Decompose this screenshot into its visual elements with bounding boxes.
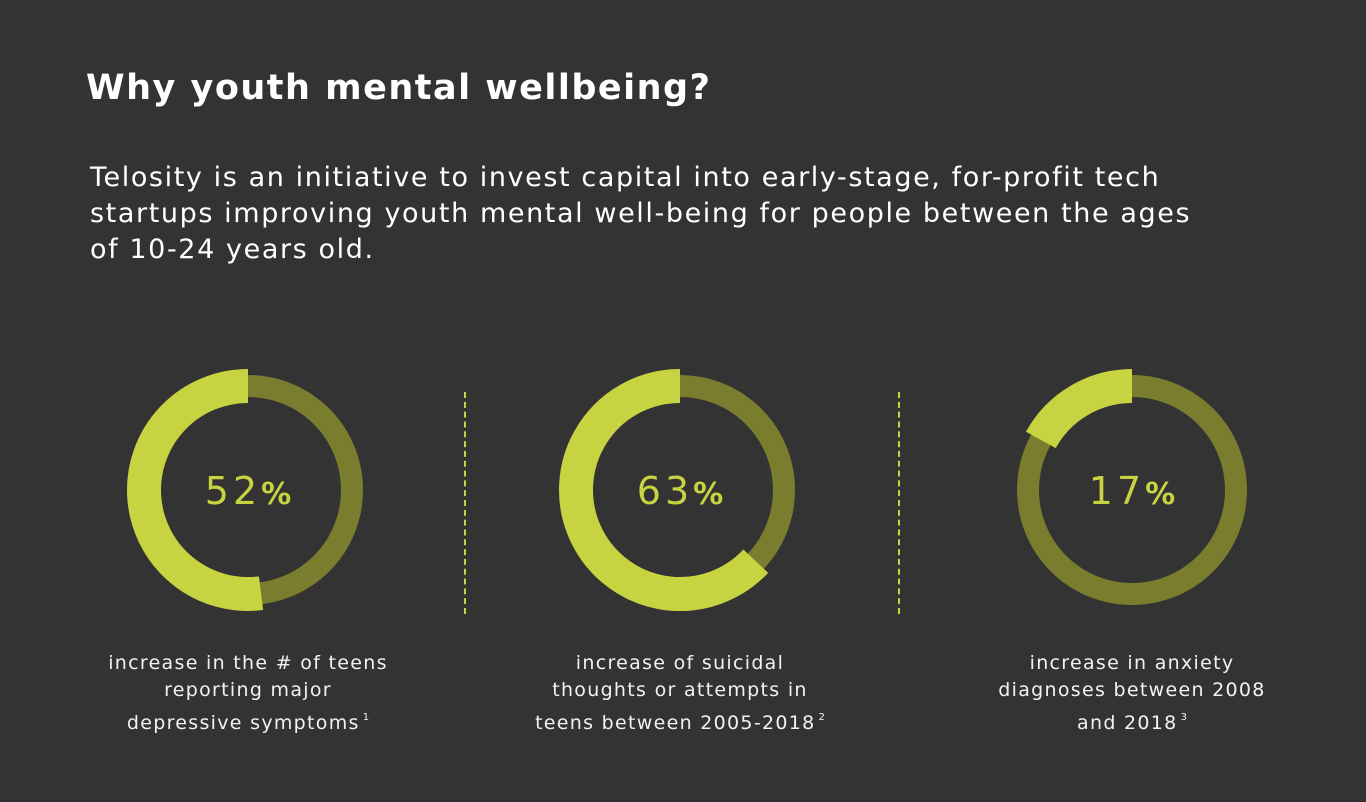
caption-line: increase in the # of teens	[108, 652, 388, 674]
caption-text: depressive symptoms	[126, 712, 360, 734]
stat-caption: increase in anxiety diagnoses between 20…	[932, 650, 1332, 737]
ring-value-label: 52%	[205, 469, 291, 513]
stat-block-suicidal-thoughts: 63% increase of suicidal thoughts or att…	[480, 369, 880, 737]
donut-chart-depressive-symptoms: 52%	[127, 369, 363, 611]
caption-line: increase of suicidal	[575, 652, 785, 674]
page-title: Why youth mental wellbeing?	[86, 68, 712, 108]
ring-value-arc	[559, 369, 769, 611]
caption-line: reporting major	[164, 679, 332, 701]
ring-value-arc	[127, 369, 264, 611]
ring-value-label: 63%	[637, 469, 723, 513]
divider-2	[898, 392, 900, 614]
caption-line: increase in anxiety	[1029, 652, 1235, 674]
stat-caption: increase of suicidal thoughts or attempt…	[480, 650, 880, 737]
caption-line: teens between 2005-2018 2	[480, 704, 880, 737]
caption-line: diagnoses between 2008	[998, 679, 1266, 701]
stat-caption: increase in the # of teens reporting maj…	[48, 650, 448, 737]
ring-value-arc	[1025, 369, 1133, 449]
footnote-marker: 1	[362, 712, 370, 723]
caption-line: and 2018 3	[932, 704, 1332, 737]
footnote-marker: 2	[818, 712, 825, 723]
divider-1	[464, 392, 466, 614]
stat-block-anxiety-diagnoses: 17% increase in anxiety diagnoses betwee…	[932, 369, 1332, 737]
caption-text: and 2018	[1077, 712, 1178, 734]
footnote-marker: 3	[1180, 712, 1187, 723]
intro-line: Telosity is an initiative to invest capi…	[90, 162, 1161, 193]
donut-chart-suicidal-thoughts: 63%	[559, 369, 795, 611]
caption-line: thoughts or attempts in	[552, 679, 808, 701]
intro-line: of 10-24 years old.	[90, 234, 375, 265]
caption-line: depressive symptoms 1	[48, 704, 448, 737]
caption-text: teens between 2005-2018	[535, 712, 816, 734]
intro-line: startups improving youth mental well-bei…	[90, 198, 1192, 229]
stat-block-depressive-symptoms: 52% increase in the # of teens reporting…	[48, 369, 448, 737]
intro-paragraph: Telosity is an initiative to invest capi…	[90, 160, 1290, 268]
donut-chart-anxiety-diagnoses: 17%	[1017, 369, 1247, 605]
ring-value-label: 17%	[1089, 469, 1175, 513]
